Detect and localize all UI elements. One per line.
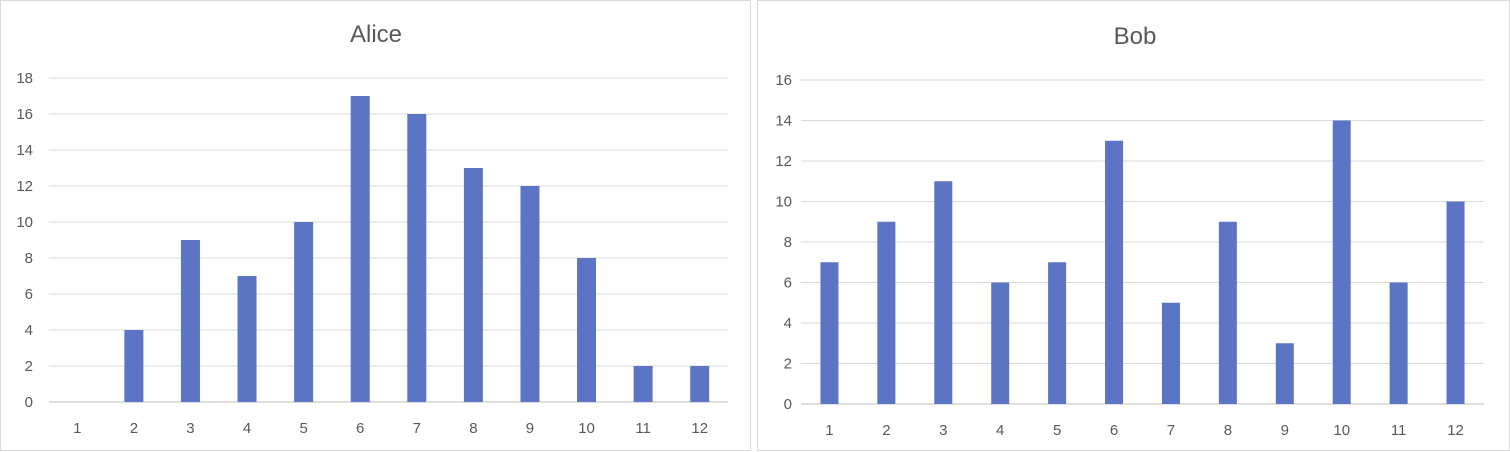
- x-tick-label: 2: [130, 420, 138, 437]
- bar: [1332, 120, 1351, 404]
- x-tick-labels: 1 2 3 4 5 6 7 8 9 10 11 12: [825, 422, 1464, 439]
- bar: [820, 262, 839, 404]
- x-tick-label: 2: [882, 422, 890, 439]
- bar: [1218, 221, 1237, 404]
- bar: [1446, 201, 1465, 404]
- x-tick-label: 5: [299, 420, 307, 437]
- x-tick-label: 8: [1224, 422, 1232, 439]
- bar: [407, 114, 427, 402]
- bars: [124, 96, 710, 402]
- bar: [991, 282, 1010, 404]
- y-tick-label: 14: [16, 142, 33, 159]
- bar: [1105, 140, 1124, 404]
- y-tick-label: 8: [784, 234, 792, 251]
- gridlines: [801, 79, 1484, 405]
- y-tick-label: 0: [25, 394, 33, 411]
- gridlines: [49, 77, 728, 403]
- x-tick-label: 7: [1167, 422, 1175, 439]
- y-tick-label: 6: [25, 286, 33, 303]
- chart-title: Bob: [1114, 23, 1157, 50]
- bar: [124, 330, 144, 402]
- x-tick-label: 7: [413, 420, 421, 437]
- y-tick-label: 10: [16, 214, 33, 231]
- y-tick-label: 2: [25, 358, 33, 375]
- x-tick-label: 8: [469, 420, 477, 437]
- x-tick-label: 10: [578, 420, 595, 437]
- y-tick-label: 0: [784, 396, 792, 413]
- y-tick-labels: 0 2 4 6 8 10 12 14 16: [775, 72, 792, 413]
- y-tick-label: 16: [775, 72, 792, 89]
- x-tick-label: 11: [1391, 422, 1407, 439]
- bar: [237, 276, 257, 402]
- bar: [350, 96, 370, 402]
- bar: [1275, 343, 1294, 404]
- bar: [1161, 302, 1180, 404]
- bar: [1048, 262, 1067, 404]
- y-tick-label: 8: [25, 250, 33, 267]
- x-tick-label: 11: [635, 420, 651, 437]
- bar: [1389, 282, 1408, 404]
- x-tick-label: 1: [825, 422, 833, 439]
- bar: [520, 186, 540, 402]
- y-tick-label: 12: [16, 178, 33, 195]
- y-tick-labels: 0 2 4 6 8 10 12 14 16 18: [16, 70, 33, 411]
- y-tick-label: 10: [775, 194, 792, 211]
- bar: [180, 240, 200, 402]
- y-tick-label: 4: [784, 315, 792, 332]
- x-tick-label: 1: [73, 420, 81, 437]
- y-tick-label: 16: [16, 106, 33, 123]
- bar: [877, 221, 896, 404]
- bar: [294, 222, 314, 402]
- x-tick-label: 9: [526, 420, 534, 437]
- chart-panel-bob: Bob 0 2 4 6 8 10 12 14 16 1 2 3 4 5 6 7 8 9 10 11 12: [757, 0, 1510, 451]
- bar: [633, 366, 653, 402]
- x-tick-label: 3: [939, 422, 947, 439]
- x-tick-label: 9: [1281, 422, 1289, 439]
- x-tick-label: 4: [996, 422, 1004, 439]
- bar: [463, 168, 483, 402]
- chart-panel-alice: Alice 0 2 4 6 8 10 12 14 16 18 1 2 3 4 5 6 7 8 9 10 11 12: [0, 0, 751, 451]
- x-tick-label: 3: [186, 420, 194, 437]
- bar: [690, 366, 710, 402]
- x-tick-label: 6: [356, 420, 364, 437]
- x-tick-labels: 1 2 3 4 5 6 7 8 9 10 11 12: [73, 420, 708, 437]
- chart-title: Alice: [350, 21, 402, 48]
- x-tick-label: 10: [1333, 422, 1350, 439]
- bars: [820, 120, 1465, 404]
- y-tick-label: 6: [784, 275, 792, 292]
- bar: [577, 258, 597, 402]
- x-tick-label: 12: [1447, 422, 1464, 439]
- y-tick-label: 18: [16, 70, 33, 87]
- x-tick-label: 5: [1053, 422, 1061, 439]
- y-tick-label: 14: [775, 113, 792, 130]
- y-tick-label: 12: [775, 153, 792, 170]
- x-tick-label: 6: [1110, 422, 1118, 439]
- x-tick-label: 12: [691, 420, 708, 437]
- y-tick-label: 2: [784, 356, 792, 373]
- bar: [934, 181, 953, 404]
- x-tick-label: 4: [243, 420, 251, 437]
- y-tick-label: 4: [25, 322, 33, 339]
